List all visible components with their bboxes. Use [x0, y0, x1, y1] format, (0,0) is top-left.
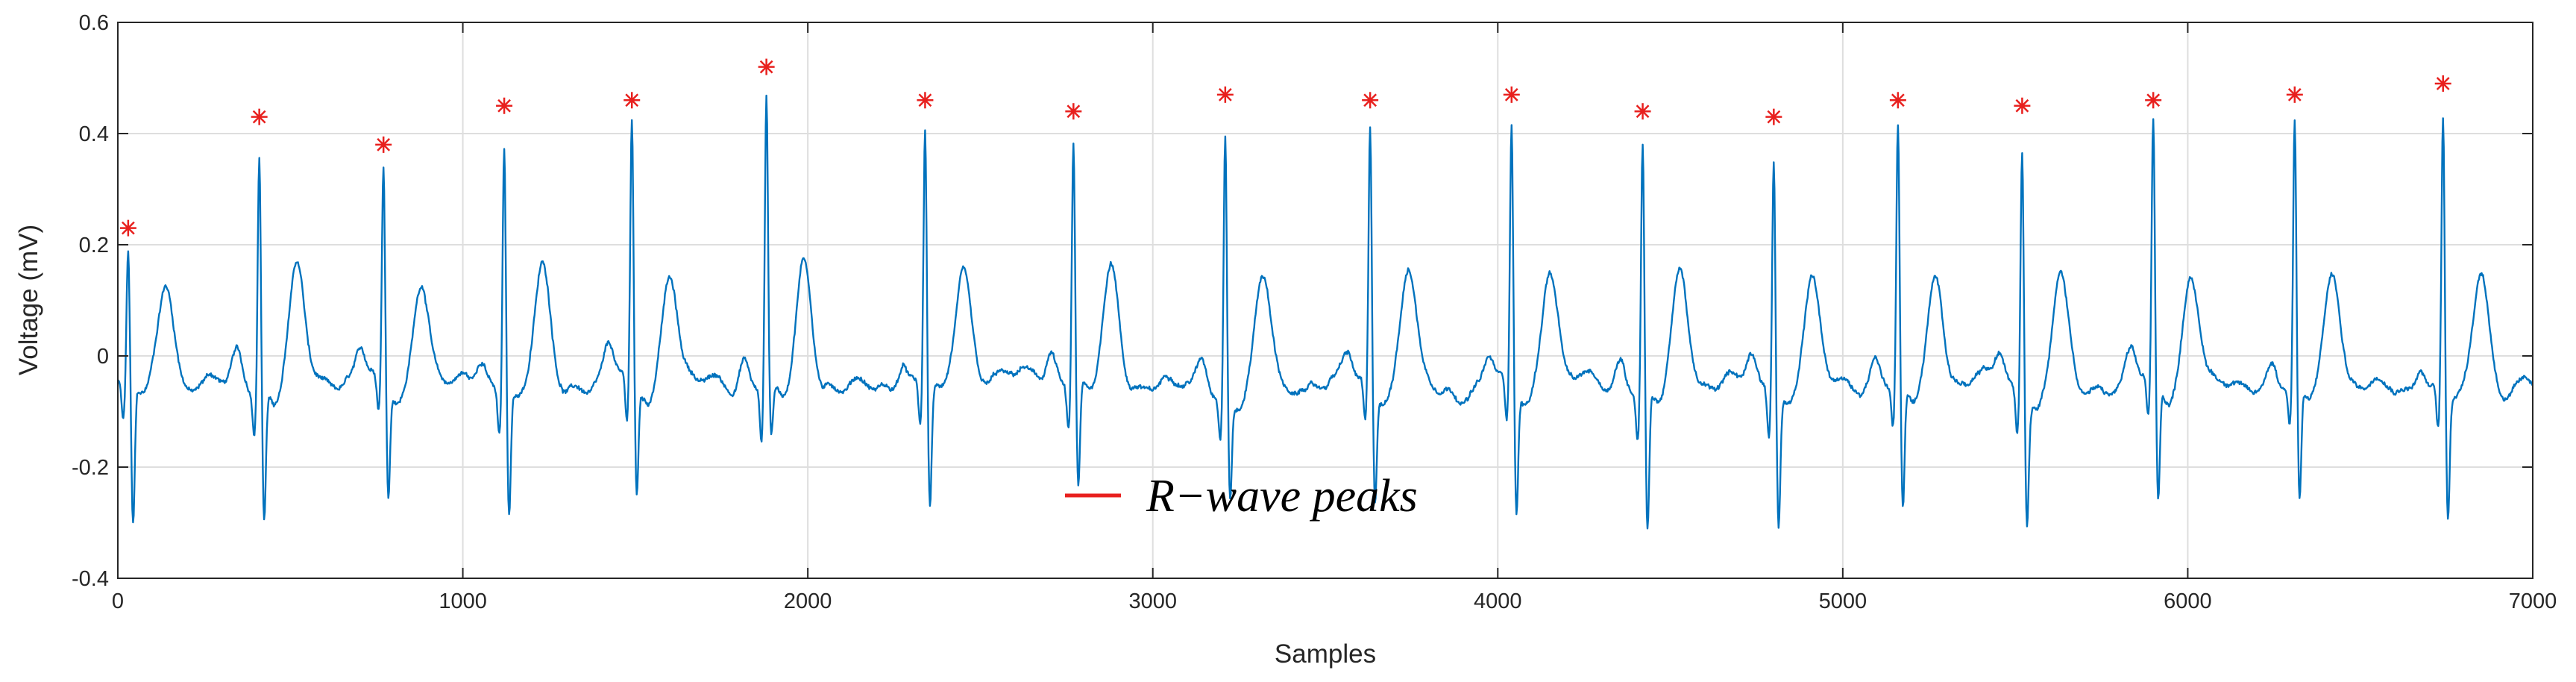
r-wave-peak-marker [1503, 86, 1520, 103]
r-wave-peak-marker [758, 58, 775, 75]
x-tick-label: 2000 [784, 589, 832, 613]
y-tick-label: -0.4 [72, 567, 109, 591]
plot-frame [117, 22, 2533, 579]
ecg-signal-line [116, 94, 2533, 530]
r-wave-peak-marker [2434, 75, 2451, 92]
r-wave-peak-marker [1065, 103, 1082, 120]
x-tick-label: 7000 [2509, 589, 2557, 613]
grid [118, 22, 2533, 578]
y-axis-label: Voltage (mV) [14, 225, 43, 375]
x-axis-label: Samples [1275, 639, 1376, 669]
r-wave-peak-marker [1362, 92, 1379, 109]
x-tick-label: 1000 [439, 589, 487, 613]
r-wave-peak-marker [1889, 92, 1906, 109]
r-wave-peaks-layer [119, 58, 2451, 237]
r-wave-peak-marker [2286, 86, 2303, 103]
legend-label-r-wave-peaks: R−wave peaks [1146, 471, 1418, 522]
x-tick-label: 5000 [1819, 589, 1867, 613]
y-tick-label: 0.6 [79, 11, 109, 35]
r-wave-peak-marker [623, 92, 641, 109]
r-wave-peak-marker [917, 92, 934, 109]
legend: R−wave peaks [1065, 471, 1418, 522]
y-tick-label: 0 [97, 345, 109, 369]
r-wave-peak-marker [1216, 86, 1234, 103]
y-tick-labels: -0.4 -0.2 0 0.2 0.4 0.6 [72, 11, 109, 591]
r-wave-peak-marker [375, 136, 392, 153]
signal-layer [116, 94, 2533, 530]
y-tick-label: -0.2 [72, 456, 109, 480]
r-wave-peak-marker [496, 97, 513, 114]
x-tick-label: 4000 [1474, 589, 1522, 613]
r-wave-peak-marker [119, 219, 136, 237]
r-wave-peak-marker [251, 108, 268, 125]
ticks [117, 22, 2533, 579]
x-tick-label: 6000 [2164, 589, 2212, 613]
r-wave-peak-marker [2145, 92, 2162, 109]
r-wave-peak-marker [1634, 103, 1651, 120]
r-wave-peak-marker [2014, 97, 2031, 114]
y-tick-label: 0.2 [79, 234, 109, 257]
x-tick-label: 0 [112, 589, 124, 613]
plot-area [118, 22, 2533, 578]
x-tick-labels: 0 1000 2000 3000 4000 5000 6000 7000 [112, 589, 2557, 613]
y-tick-label: 0.4 [79, 122, 109, 146]
r-wave-peak-marker [1765, 108, 1782, 125]
x-tick-label: 3000 [1128, 589, 1177, 613]
